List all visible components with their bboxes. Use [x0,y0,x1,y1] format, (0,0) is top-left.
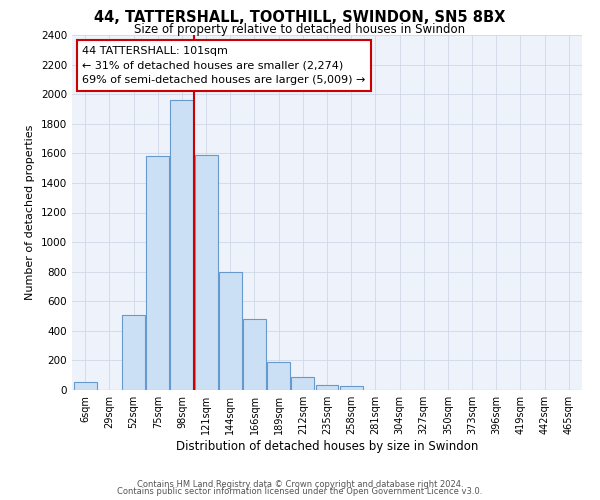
Bar [340,386,362,390]
Bar [74,382,97,390]
Bar [316,385,338,390]
Text: Contains HM Land Registry data © Crown copyright and database right 2024.: Contains HM Land Registry data © Crown c… [137,480,463,489]
Bar [243,319,266,390]
Bar [194,155,218,390]
Bar [122,316,145,390]
Bar [219,272,242,390]
Y-axis label: Number of detached properties: Number of detached properties [25,125,35,300]
Text: Contains public sector information licensed under the Open Government Licence v3: Contains public sector information licen… [118,488,482,496]
Bar [267,362,290,390]
Bar [292,376,314,390]
Bar [170,100,193,390]
Text: 44 TATTERSHALL: 101sqm
← 31% of detached houses are smaller (2,274)
69% of semi-: 44 TATTERSHALL: 101sqm ← 31% of detached… [82,46,365,86]
Bar [146,156,169,390]
Text: Size of property relative to detached houses in Swindon: Size of property relative to detached ho… [134,22,466,36]
X-axis label: Distribution of detached houses by size in Swindon: Distribution of detached houses by size … [176,440,478,453]
Text: 44, TATTERSHALL, TOOTHILL, SWINDON, SN5 8BX: 44, TATTERSHALL, TOOTHILL, SWINDON, SN5 … [94,10,506,25]
